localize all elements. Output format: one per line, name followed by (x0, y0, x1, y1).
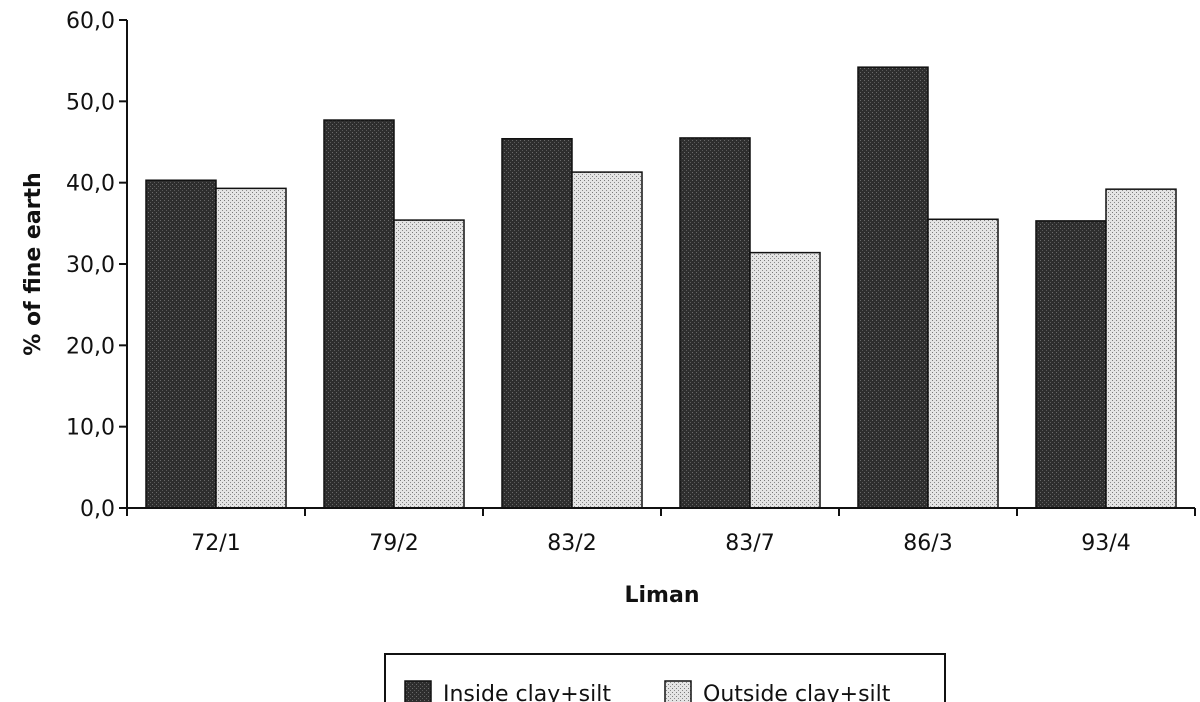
bar-inside-86-3 (857, 66, 929, 509)
bar-outside-86-3 (927, 218, 999, 509)
y-tick-label: 10,0 (66, 416, 115, 441)
bar-inside-72-1 (145, 179, 217, 509)
y-tick-label: 50,0 (66, 90, 115, 115)
y-tick-label: 40,0 (66, 172, 115, 197)
y-axis-title: % of fine earth (21, 172, 46, 355)
x-tick-label: 83/2 (547, 531, 596, 556)
y-tick-label: 0,0 (80, 497, 115, 522)
x-axis-ticks: 72/1 79/2 83/2 83/7 86/3 93/4 (126, 508, 1196, 556)
x-axis-title: Liman (625, 583, 700, 608)
bar-inside-79-2 (323, 119, 395, 509)
bars-group (145, 66, 1177, 509)
bar-outside-83-2 (571, 171, 643, 509)
bar-outside-79-2 (393, 219, 465, 509)
y-tick-label: 30,0 (66, 253, 115, 278)
bar-outside-93-4 (1105, 188, 1177, 509)
x-tick-label: 72/1 (191, 531, 240, 556)
y-axis-ticks: 0,0 10,0 20,0 30,0 40,0 50,0 60,0 (66, 9, 127, 522)
bar-outside-83-7 (749, 251, 821, 509)
legend-swatch-outside (664, 680, 692, 702)
legend-label-outside: Outside clay+silt (703, 682, 891, 702)
bar-outside-72-1 (215, 187, 287, 509)
legend-swatch-inside (404, 680, 432, 702)
legend-label-inside: Inside clay+silt (443, 682, 611, 702)
x-tick-label: 93/4 (1081, 531, 1130, 556)
x-tick-label: 86/3 (903, 531, 952, 556)
x-tick-label: 79/2 (369, 531, 418, 556)
y-tick-label: 20,0 (66, 334, 115, 359)
legend: Inside clay+silt Outside clay+silt (384, 653, 946, 702)
x-tick-label: 83/7 (725, 531, 774, 556)
bar-inside-83-2 (501, 137, 573, 509)
bar-inside-93-4 (1035, 220, 1107, 509)
y-tick-label: 60,0 (66, 9, 115, 34)
bar-inside-83-7 (679, 137, 751, 509)
